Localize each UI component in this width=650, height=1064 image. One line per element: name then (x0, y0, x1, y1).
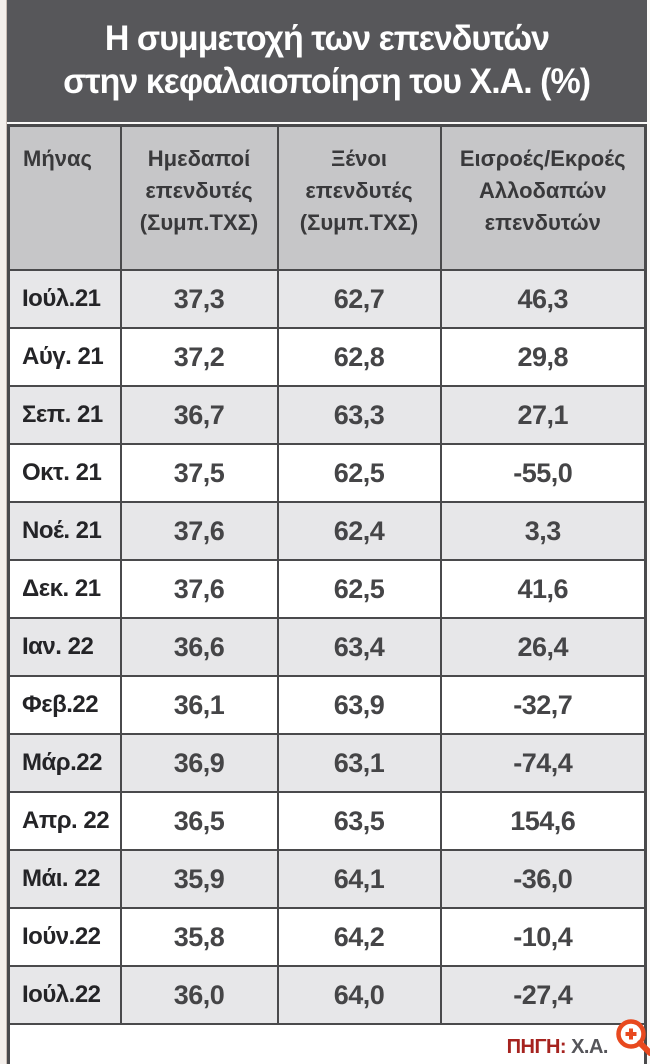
foreign-investors-cell: 63,1 (276, 733, 442, 793)
foreign-investors-cell: 62,5 (276, 443, 442, 503)
table-card: Η συμμετοχή των επενδυτών στην κεφαλαιοπ… (7, 0, 647, 1064)
magnifier-plus-icon (616, 1019, 650, 1056)
page-left-margin (0, 0, 7, 1064)
foreign-flows-cell: 41,6 (439, 559, 647, 619)
table-row: Δεκ. 21 37,6 62,5 41,6 (7, 559, 647, 619)
foreign-flows-cell: -74,4 (439, 733, 647, 793)
month-cell: Ιούν.22 (7, 907, 122, 967)
month-cell: Ιούλ.22 (7, 965, 122, 1025)
foreign-investors-cell: 63,5 (276, 791, 442, 851)
chart-title-banner: Η συμμετοχή των επενδυτών στην κεφαλαιοπ… (7, 0, 647, 122)
foreign-investors-cell: 62,7 (276, 269, 442, 329)
month-cell: Απρ. 22 (7, 791, 122, 851)
domestic-investors-cell: 36,1 (119, 675, 279, 735)
table-header-row: Μήνας Ημεδαποί επενδυτές (Συμπ.ΤΧΣ) Ξένο… (7, 124, 647, 271)
foreign-flows-cell: 26,4 (439, 617, 647, 677)
foreign-investors-cell: 63,4 (276, 617, 442, 677)
month-cell: Ιαν. 22 (7, 617, 122, 677)
investors-table: Μήνας Ημεδαποί επενδυτές (Συμπ.ΤΧΣ) Ξένο… (7, 124, 647, 1064)
domestic-investors-cell: 37,6 (119, 559, 279, 619)
title-line-2: στην κεφαλαιοποίηση του Χ.Α. (%) (63, 62, 592, 101)
domestic-investors-cell: 36,9 (119, 733, 279, 793)
foreign-investors-cell: 63,9 (276, 675, 442, 735)
foreign-investors-cell: 64,2 (276, 907, 442, 967)
table-row: Ιαν. 22 36,6 63,4 26,4 (7, 617, 647, 677)
foreign-flows-cell: 154,6 (439, 791, 647, 851)
foreign-flows-cell: -55,0 (439, 443, 647, 503)
month-cell: Μάι. 22 (7, 849, 122, 909)
foreign-investors-cell: 62,5 (276, 559, 442, 619)
domestic-investors-cell: 36,5 (119, 791, 279, 851)
col-header-month: Μήνας (7, 124, 122, 271)
title-line-1: Η συμμετοχή των επενδυτών (104, 19, 550, 59)
foreign-flows-cell: 3,3 (439, 501, 647, 561)
month-cell: Μάρ.22 (7, 733, 122, 793)
domestic-investors-cell: 36,0 (119, 965, 279, 1025)
table-row: Ιούλ.21 37,3 62,7 46,3 (7, 269, 647, 329)
month-cell: Σεπ. 21 (7, 385, 122, 445)
month-cell: Αύγ. 21 (7, 327, 122, 387)
table-row: Νοέ. 21 37,6 62,4 3,3 (7, 501, 647, 561)
table-row: Σεπ. 21 36,7 63,3 27,1 (7, 385, 647, 445)
month-cell: Ιούλ.21 (7, 269, 122, 329)
foreign-flows-cell: 27,1 (439, 385, 647, 445)
month-cell: Φεβ.22 (7, 675, 122, 735)
foreign-flows-cell: -36,0 (439, 849, 647, 909)
foreign-investors-cell: 62,4 (276, 501, 442, 561)
table-row: Ιούν.22 35,8 64,2 -10,4 (7, 907, 647, 967)
foreign-investors-cell: 63,3 (276, 385, 442, 445)
domestic-investors-cell: 37,3 (119, 269, 279, 329)
table-row: Αύγ. 21 37,2 62,8 29,8 (7, 327, 647, 387)
foreign-flows-cell: -10,4 (439, 907, 647, 967)
source-value: Χ.Α. (571, 1035, 608, 1058)
domestic-investors-cell: 36,6 (119, 617, 279, 677)
month-cell: Νοέ. 21 (7, 501, 122, 561)
foreign-flows-cell: -27,4 (439, 965, 647, 1025)
col-header-foreign-investors: Ξένοι επενδυτές (Συμπ.ΤΧΣ) (276, 124, 442, 271)
foreign-investors-cell: 64,0 (276, 965, 442, 1025)
source-label: ΠΗΓΗ: (506, 1035, 567, 1058)
domestic-investors-cell: 36,7 (119, 385, 279, 445)
domestic-investors-cell: 35,9 (119, 849, 279, 909)
domestic-investors-cell: 37,6 (119, 501, 279, 561)
zoom-button[interactable] (612, 1016, 650, 1060)
foreign-flows-cell: 29,8 (439, 327, 647, 387)
table-row: Μάι. 22 35,9 64,1 -36,0 (7, 849, 647, 909)
domestic-investors-cell: 37,2 (119, 327, 279, 387)
col-header-domestic-investors: Ημεδαποί επενδυτές (Συμπ.ΤΧΣ) (119, 124, 279, 271)
table-row: Ιούλ.22 36,0 64,0 -27,4 (7, 965, 647, 1025)
domestic-investors-cell: 37,5 (119, 443, 279, 503)
month-cell: Οκτ. 21 (7, 443, 122, 503)
table-row: Μάρ.22 36,9 63,1 -74,4 (7, 733, 647, 793)
col-header-foreign-flows: Εισροές/Εκροές Αλλοδαπών επενδυτών (439, 124, 647, 271)
table-row: Οκτ. 21 37,5 62,5 -55,0 (7, 443, 647, 503)
source-note: ΠΗΓΗ: Χ.Α. (7, 1023, 647, 1064)
foreign-flows-cell: -32,7 (439, 675, 647, 735)
foreign-investors-cell: 62,8 (276, 327, 442, 387)
table-body: Ιούλ.21 37,3 62,7 46,3 Αύγ. 21 37,2 62,8… (7, 269, 647, 1025)
domestic-investors-cell: 35,8 (119, 907, 279, 967)
source-row: ΠΗΓΗ: Χ.Α. (7, 1023, 647, 1064)
table-row: Φεβ.22 36,1 63,9 -32,7 (7, 675, 647, 735)
month-cell: Δεκ. 21 (7, 559, 122, 619)
table-row: Απρ. 22 36,5 63,5 154,6 (7, 791, 647, 851)
foreign-investors-cell: 64,1 (276, 849, 442, 909)
foreign-flows-cell: 46,3 (439, 269, 647, 329)
